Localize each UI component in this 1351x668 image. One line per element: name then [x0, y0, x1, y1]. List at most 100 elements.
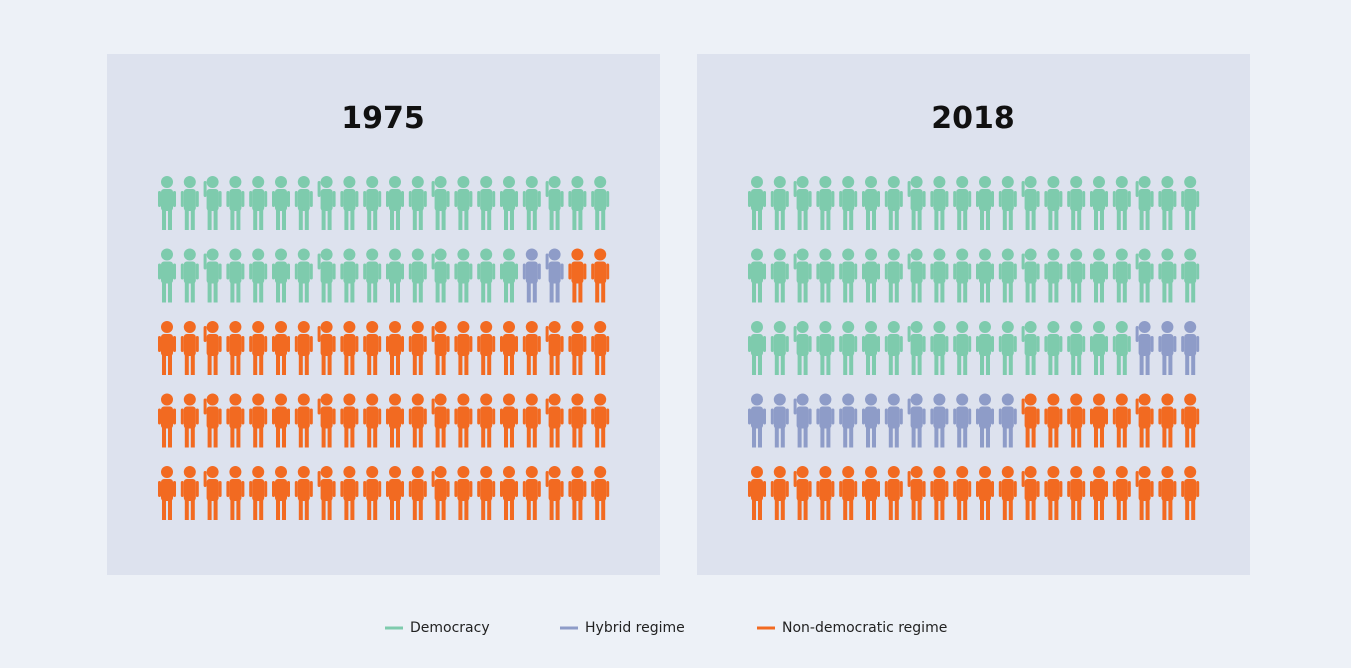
person-icon	[294, 248, 313, 303]
person-leg	[572, 353, 577, 375]
person-arm	[423, 336, 427, 352]
person-leg	[595, 498, 600, 520]
person-leg	[578, 425, 583, 448]
person-arm	[1135, 471, 1139, 487]
person-body	[1161, 334, 1174, 356]
person-arm	[1013, 481, 1017, 497]
person-arm	[431, 398, 435, 415]
category-group	[748, 176, 1200, 375]
person-body	[594, 189, 607, 211]
person-arm	[408, 191, 412, 207]
person-arm	[968, 336, 972, 352]
person-arm	[945, 408, 949, 425]
person-arm	[500, 336, 503, 352]
person-icon	[1158, 248, 1177, 303]
person-arm	[287, 263, 290, 280]
person-leg	[1025, 353, 1030, 375]
person-body	[389, 261, 401, 284]
person-arm	[272, 336, 275, 352]
person-arm	[158, 481, 161, 497]
person-body	[275, 334, 287, 356]
person-leg	[1122, 425, 1127, 448]
person-head	[252, 248, 265, 261]
person-head	[1093, 176, 1105, 188]
person-leg	[843, 498, 848, 520]
person-head	[480, 466, 493, 478]
person-head	[842, 176, 855, 188]
person-leg	[236, 208, 241, 230]
person-arm	[976, 408, 979, 425]
person-arm	[568, 481, 572, 497]
person-body	[206, 334, 219, 356]
person-body	[956, 189, 969, 211]
person-leg	[282, 353, 286, 375]
person-arm	[748, 408, 751, 425]
category-group	[158, 248, 610, 520]
person-body	[206, 479, 219, 501]
person-head	[751, 466, 763, 478]
person-icon	[272, 393, 290, 448]
person-head	[503, 393, 515, 406]
person-leg	[1162, 280, 1167, 303]
person-leg	[207, 280, 212, 303]
person-leg	[1002, 280, 1007, 303]
person-body	[320, 479, 333, 501]
person-arm	[884, 336, 888, 352]
person-body	[1001, 334, 1014, 356]
person-arm	[1090, 336, 1093, 352]
person-leg	[213, 280, 218, 303]
person-body	[503, 479, 515, 501]
person-body	[842, 189, 855, 211]
person-leg	[894, 425, 899, 448]
person-body	[343, 406, 356, 429]
person-leg	[1100, 353, 1104, 375]
person-leg	[894, 208, 899, 230]
person-leg	[826, 208, 831, 230]
person-arm	[454, 336, 458, 352]
person-body	[343, 479, 356, 501]
person-head	[933, 248, 946, 261]
person-icon	[363, 248, 382, 303]
person-head	[411, 466, 424, 478]
person-arm	[446, 481, 450, 497]
person-arm	[1173, 336, 1177, 352]
person-leg	[1077, 353, 1082, 375]
person-body	[320, 334, 333, 356]
person-icon	[862, 466, 880, 520]
person-icon	[1021, 466, 1040, 520]
person-arm	[793, 181, 797, 197]
person-arm	[195, 481, 199, 497]
person-leg	[510, 425, 514, 448]
person-arm	[249, 408, 253, 425]
person-arm	[998, 408, 1002, 425]
person-icon	[839, 393, 858, 448]
person-body	[910, 189, 923, 211]
person-arm	[816, 336, 820, 352]
person-icon	[1135, 393, 1154, 448]
person-leg	[758, 498, 762, 520]
person-head	[956, 466, 969, 478]
person-arm	[785, 481, 789, 497]
person-arm	[218, 481, 222, 497]
person-icon	[500, 393, 518, 448]
person-icon	[816, 466, 835, 520]
person-arm	[1150, 263, 1154, 280]
person-leg	[872, 280, 876, 303]
person-icon	[748, 393, 766, 448]
person-leg	[803, 353, 808, 375]
person-arm	[500, 263, 503, 280]
person-leg	[1122, 353, 1127, 375]
person-head	[320, 321, 333, 333]
person-arm	[363, 336, 367, 352]
person-body	[1093, 261, 1105, 284]
person-arm	[907, 471, 911, 487]
person-head	[480, 176, 493, 188]
person-body	[594, 261, 607, 284]
person-leg	[911, 498, 916, 520]
person-icon	[1067, 466, 1086, 520]
person-head	[1001, 466, 1014, 478]
person-leg	[843, 353, 848, 375]
person-body	[183, 189, 196, 211]
person-icon	[522, 466, 541, 520]
person-leg	[601, 498, 606, 520]
